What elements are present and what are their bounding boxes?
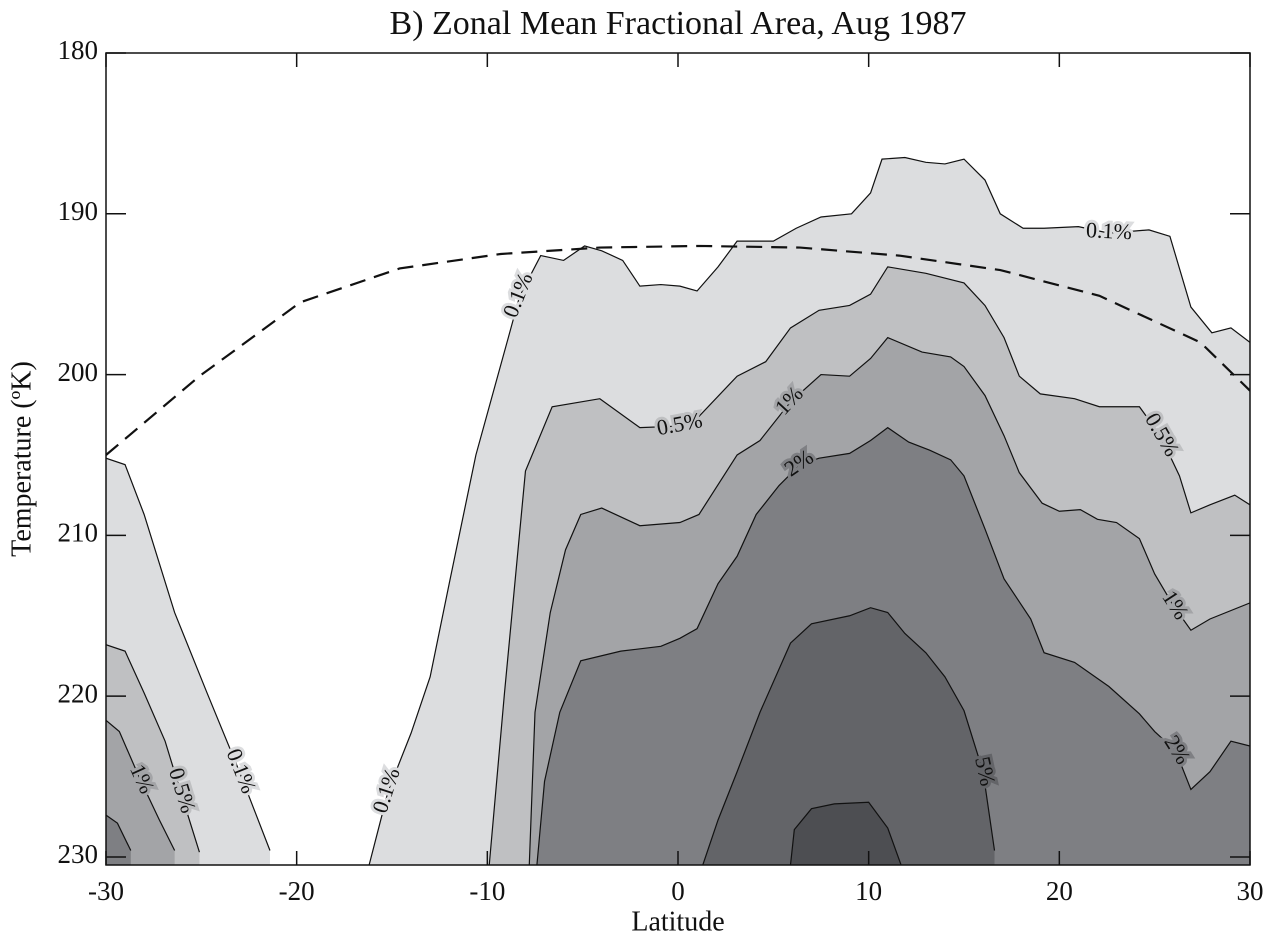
- contour-line: [488, 266, 1250, 865]
- x-tick-label: -20: [279, 876, 315, 906]
- x-tick-label: 0: [671, 876, 685, 906]
- y-tick-label: 220: [58, 678, 99, 708]
- contour-line: [106, 719, 176, 851]
- y-tick-label: 230: [58, 839, 99, 869]
- contour-line: [368, 156, 1250, 865]
- contour-line: [789, 801, 902, 865]
- contour-line: [106, 457, 271, 851]
- contour-fill: [790, 802, 902, 865]
- x-tick-label: -10: [469, 876, 505, 906]
- contour-fill: [702, 607, 995, 865]
- contour-line: [702, 607, 996, 865]
- y-axis-label: Temperature (ºK): [6, 361, 37, 557]
- plot-area: 0.1%0.1%0.1% 0.1%0.5% 0.5%0.5%1%1%1%2%2%5%: [106, 156, 1250, 865]
- contour-line: [528, 336, 1250, 865]
- chart-title: B) Zonal Mean Fractional Area, Aug 1987: [390, 5, 967, 42]
- x-tick-label: -30: [88, 876, 124, 906]
- x-axis-label: Latitude: [631, 906, 724, 937]
- y-tick-label: 180: [58, 35, 99, 65]
- axes: -30 -20 -10 0 10 20 30 180 190 200 210 220 230: [58, 35, 1264, 906]
- dashed-curve: [106, 244, 1250, 456]
- y-tick-label: 200: [58, 357, 99, 387]
- x-tick-label: 10: [855, 876, 882, 906]
- contour-fill: [106, 720, 175, 865]
- contour-line: [106, 644, 200, 853]
- x-tick-label: 20: [1046, 876, 1073, 906]
- y-tick-label: 190: [58, 196, 99, 226]
- contour-line: [536, 426, 1250, 865]
- contour-fill: [106, 815, 131, 865]
- contour-label: 0.1%: [1086, 217, 1133, 244]
- x-tick-label: 30: [1237, 876, 1264, 906]
- contour-line: [106, 814, 132, 851]
- y-tick-label: 210: [58, 518, 99, 548]
